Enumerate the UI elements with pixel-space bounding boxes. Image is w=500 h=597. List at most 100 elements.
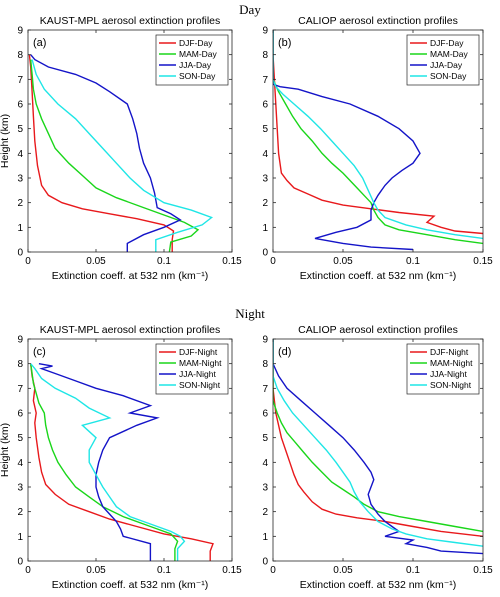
x-tick-label: 0 bbox=[270, 256, 276, 267]
y-tick-label: 4 bbox=[17, 149, 23, 160]
x-tick-label: 0.15 bbox=[222, 565, 242, 576]
plot-frame bbox=[27, 338, 233, 562]
y-tick-label: 2 bbox=[262, 507, 268, 518]
x-tick-label: 0 bbox=[270, 565, 276, 576]
chart-title: CALIOP aerosol extinction profiles bbox=[298, 324, 458, 336]
y-tick-label: 5 bbox=[262, 433, 268, 444]
x-tick-label: 0.15 bbox=[473, 256, 493, 267]
legend-entry: DJF-Day bbox=[430, 38, 464, 48]
x-tick-label: 0 bbox=[25, 256, 31, 267]
legend-entry: JJA-Day bbox=[179, 60, 212, 70]
y-axis-label: Height (km) bbox=[0, 423, 11, 477]
y-tick-label: 3 bbox=[262, 483, 268, 494]
y-tick-label: 1 bbox=[17, 223, 23, 234]
x-tick-label: 0.1 bbox=[406, 256, 420, 267]
y-tick-label: 7 bbox=[262, 384, 268, 395]
series-line-mam-night bbox=[30, 363, 179, 561]
legend-entry: SON-Day bbox=[179, 71, 216, 81]
legend-entry: SON-Night bbox=[179, 380, 221, 390]
y-tick-label: 1 bbox=[262, 532, 268, 543]
y-axis-label: Height (km) bbox=[0, 114, 11, 168]
series-line-djf-day bbox=[28, 54, 175, 252]
y-tick-label: 6 bbox=[17, 100, 23, 111]
y-tick-label: 0 bbox=[17, 248, 23, 259]
chart-panel-1: KAUST-MPL aerosol extinction profiles 0 0.… bbox=[0, 15, 242, 282]
y-tick-label: 8 bbox=[17, 50, 23, 61]
series-line-mam-day bbox=[30, 59, 200, 252]
y-tick-label: 4 bbox=[262, 458, 268, 469]
legend-entry: MAM-Night bbox=[430, 358, 473, 368]
x-tick-label: 0.05 bbox=[333, 565, 353, 576]
y-tick-label: 8 bbox=[262, 50, 268, 61]
y-tick-label: 0 bbox=[17, 557, 23, 568]
legend-entry: JJA-Day bbox=[430, 60, 463, 70]
legend-entry: SON-Day bbox=[430, 71, 467, 81]
y-tick-label: 7 bbox=[262, 75, 268, 86]
y-tick-label: 9 bbox=[262, 335, 268, 346]
y-tick-label: 7 bbox=[17, 384, 23, 395]
y-tick-label: 3 bbox=[17, 174, 23, 185]
y-tick-label: 3 bbox=[262, 174, 268, 185]
plot-frame bbox=[27, 29, 233, 253]
y-tick-label: 5 bbox=[17, 124, 23, 135]
x-axis-label: Extinction coeff. at 532 nm (km⁻¹) bbox=[300, 579, 457, 591]
legend-entry: MAM-Day bbox=[179, 49, 218, 59]
legend-entry: JJA-Night bbox=[179, 369, 216, 379]
legend-entry: DJF-Night bbox=[179, 347, 218, 357]
series-line-son-day bbox=[31, 59, 214, 252]
legend-entry: SON-Night bbox=[430, 380, 472, 390]
y-tick-label: 7 bbox=[17, 75, 23, 86]
plot-frame bbox=[272, 338, 484, 562]
y-tick-label: 0 bbox=[262, 557, 268, 568]
legend-entry: MAM-Day bbox=[430, 49, 469, 59]
panel-label: (a) bbox=[33, 37, 46, 49]
y-tick-label: 8 bbox=[17, 359, 23, 370]
x-axis-label: Extinction coeff. at 532 nm (km⁻¹) bbox=[52, 270, 209, 282]
y-tick-label: 5 bbox=[262, 124, 268, 135]
x-tick-label: 0 bbox=[25, 565, 31, 576]
plot-frame bbox=[272, 29, 484, 253]
y-tick-label: 1 bbox=[262, 223, 268, 234]
x-tick-label: 0.15 bbox=[222, 256, 242, 267]
y-tick-label: 5 bbox=[17, 433, 23, 444]
chart-panel-3: KAUST-MPL aerosol extinction profiles 0 0.… bbox=[0, 324, 242, 591]
x-tick-label: 0.1 bbox=[157, 565, 171, 576]
x-axis-label: Extinction coeff. at 532 nm (km⁻¹) bbox=[300, 270, 457, 282]
x-tick-label: 0.05 bbox=[86, 565, 106, 576]
y-tick-label: 1 bbox=[17, 532, 23, 543]
y-tick-label: 9 bbox=[262, 26, 268, 37]
series-line-djf-night bbox=[30, 363, 214, 561]
y-tick-label: 6 bbox=[262, 100, 268, 111]
panel-label: (c) bbox=[33, 346, 46, 358]
y-tick-label: 0 bbox=[262, 248, 268, 259]
panel-label: (b) bbox=[278, 37, 291, 49]
series-line-son-day bbox=[273, 30, 483, 240]
y-tick-label: 6 bbox=[17, 409, 23, 420]
series-line-mam-night bbox=[273, 339, 483, 533]
y-tick-label: 9 bbox=[17, 26, 23, 37]
y-tick-label: 2 bbox=[262, 198, 268, 209]
x-axis-label: Extinction coeff. at 532 nm (km⁻¹) bbox=[52, 579, 209, 591]
series-line-son-night bbox=[273, 339, 483, 547]
y-tick-label: 4 bbox=[262, 149, 268, 160]
series-line-son-night bbox=[30, 363, 186, 561]
x-tick-label: 0.1 bbox=[157, 256, 171, 267]
series-line-jja-night bbox=[38, 363, 160, 561]
chart-panel-4: CALIOP aerosol extinction profiles 0 0.05 0… bbox=[262, 324, 493, 591]
legend-entry: DJF-Night bbox=[430, 347, 469, 357]
x-tick-label: 0.05 bbox=[333, 256, 353, 267]
y-tick-label: 3 bbox=[17, 483, 23, 494]
chart-title: CALIOP aerosol extinction profiles bbox=[298, 15, 458, 27]
y-tick-label: 6 bbox=[262, 409, 268, 420]
series-line-jja-night bbox=[273, 339, 483, 555]
y-tick-label: 9 bbox=[17, 335, 23, 346]
chart-title: KAUST-MPL aerosol extinction profiles bbox=[40, 324, 221, 336]
x-tick-label: 0.15 bbox=[473, 565, 493, 576]
legend-entry: DJF-Day bbox=[179, 38, 213, 48]
y-tick-label: 4 bbox=[17, 458, 23, 469]
panel-label: (d) bbox=[278, 346, 291, 358]
